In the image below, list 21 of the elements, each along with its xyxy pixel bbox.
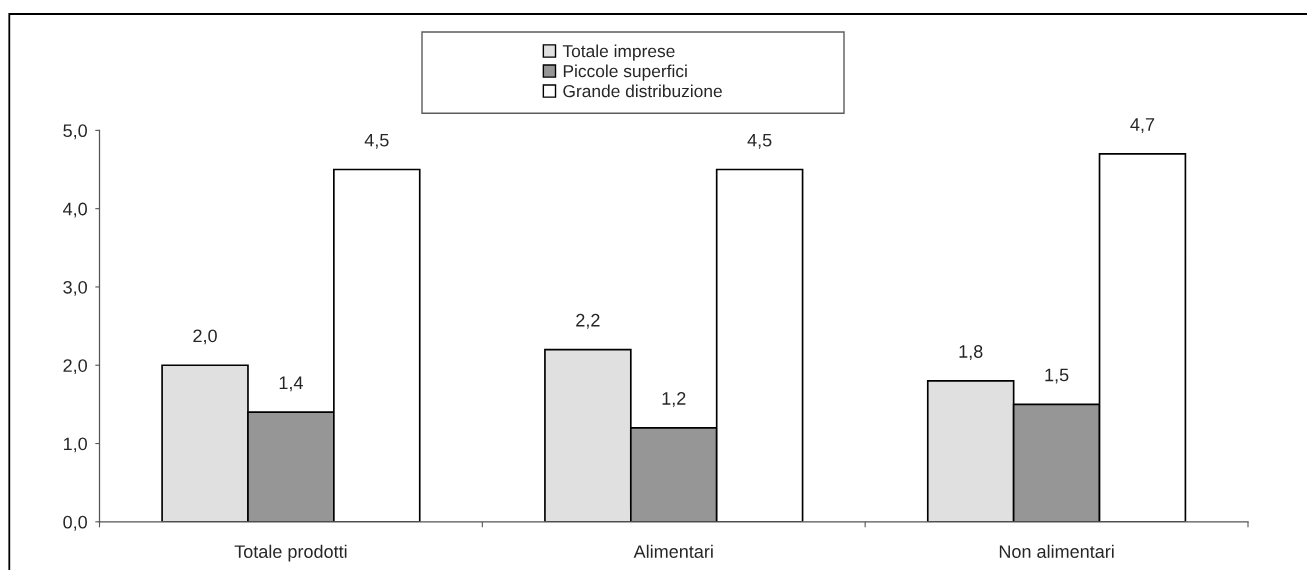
y-tick-label: 2,0 — [63, 359, 87, 375]
data-label: 1,5 — [1045, 368, 1069, 384]
legend-label: Piccole superfici — [563, 64, 687, 81]
y-tick-label: 0,0 — [63, 515, 87, 531]
y-tick-label: 5,0 — [63, 124, 87, 140]
data-label: 1,8 — [959, 345, 983, 361]
legend-label: Grande distribuzione — [563, 84, 722, 98]
data-label: 1,4 — [279, 376, 303, 392]
y-tick-label: 3,0 — [63, 280, 87, 296]
y-tick-label: 1,0 — [63, 437, 87, 453]
x-tick-label: Alimentari — [633, 544, 713, 558]
y-tick-label: 4,0 — [63, 202, 87, 218]
legend-label: Totale imprese — [562, 44, 675, 61]
x-tick-label: Non alimentari — [999, 544, 1114, 558]
data-label: 4,5 — [364, 133, 389, 149]
x-tick-label: Totale prodotti — [234, 544, 347, 562]
data-label: 2,0 — [193, 329, 217, 345]
data-label: 4,5 — [747, 133, 772, 149]
data-label: 4,7 — [1130, 118, 1155, 133]
data-label: 2,2 — [576, 313, 600, 329]
data-label: 1,2 — [662, 392, 686, 407]
